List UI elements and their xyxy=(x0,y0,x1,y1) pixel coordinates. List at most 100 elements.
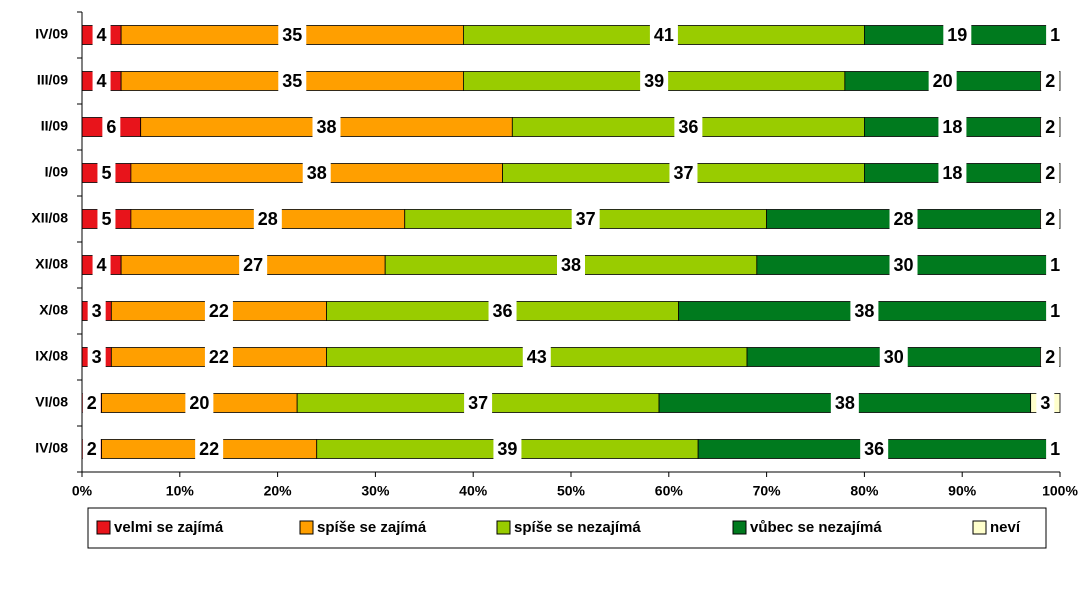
data-label: 38 xyxy=(835,393,855,413)
data-label: 2 xyxy=(1045,117,1055,137)
x-tick-label: 80% xyxy=(850,483,879,499)
data-label: 1 xyxy=(1050,301,1060,321)
data-label-bg xyxy=(669,162,698,184)
x-tick-label: 90% xyxy=(948,483,977,499)
legend-box xyxy=(87,507,1047,549)
category-label: I/09 xyxy=(45,164,69,180)
data-label: 2 xyxy=(87,439,97,459)
legend-label: vůbec se nezajímá xyxy=(750,519,882,536)
data-label-bg xyxy=(1041,162,1060,184)
data-label: 2 xyxy=(1045,347,1055,367)
data-label-bg xyxy=(302,162,331,184)
data-label-bg xyxy=(1046,254,1065,276)
legend-swatch xyxy=(732,520,747,535)
data-label: 20 xyxy=(189,393,209,413)
data-label: 35 xyxy=(282,71,302,91)
data-label-bg xyxy=(522,346,551,368)
data-label-bg xyxy=(92,254,111,276)
data-label-bg xyxy=(830,392,859,414)
data-label-bg xyxy=(87,300,106,322)
data-label: 5 xyxy=(101,209,111,229)
data-label-bg xyxy=(1041,208,1060,230)
legend-label: spíše se nezajímá xyxy=(514,519,641,536)
data-label-bg xyxy=(674,116,703,138)
data-label-bg xyxy=(195,438,224,460)
data-label-bg xyxy=(278,70,307,92)
data-label-bg xyxy=(82,392,101,414)
data-label-bg xyxy=(97,162,116,184)
data-label-bg xyxy=(928,70,957,92)
data-label-bg xyxy=(1046,438,1065,460)
data-label: 35 xyxy=(282,25,302,45)
data-label: 4 xyxy=(97,25,107,45)
data-label: 1 xyxy=(1050,25,1060,45)
data-label: 3 xyxy=(92,347,102,367)
category-label: XII/08 xyxy=(31,210,68,226)
data-label: 6 xyxy=(106,117,116,137)
data-label-bg xyxy=(278,24,307,46)
data-label-bg xyxy=(640,70,669,92)
data-label: 4 xyxy=(97,255,107,275)
x-tick-label: 70% xyxy=(753,483,782,499)
data-label: 38 xyxy=(307,163,327,183)
data-label: 22 xyxy=(209,347,229,367)
category-label: VI/08 xyxy=(35,394,68,410)
data-label-bg xyxy=(938,162,967,184)
data-label: 18 xyxy=(942,117,962,137)
data-label: 30 xyxy=(894,255,914,275)
data-label: 37 xyxy=(468,393,488,413)
data-label: 38 xyxy=(316,117,336,137)
category-label: X/08 xyxy=(39,302,68,318)
x-tick-label: 100% xyxy=(1042,483,1078,499)
x-tick-label: 10% xyxy=(166,483,195,499)
data-label-bg xyxy=(312,116,341,138)
legend-swatch xyxy=(299,520,314,535)
category-label: XI/08 xyxy=(35,256,68,272)
x-tick-label: 40% xyxy=(459,483,488,499)
data-label: 37 xyxy=(576,209,596,229)
data-label: 22 xyxy=(209,301,229,321)
data-label-bg xyxy=(92,24,111,46)
data-label-bg xyxy=(464,392,493,414)
data-label-bg xyxy=(493,438,522,460)
data-label: 2 xyxy=(87,393,97,413)
data-label: 41 xyxy=(654,25,674,45)
legend-label: spíše se zajímá xyxy=(317,519,427,536)
data-label: 28 xyxy=(258,209,278,229)
data-label-bg xyxy=(943,24,972,46)
x-tick-label: 50% xyxy=(557,483,586,499)
data-label: 1 xyxy=(1050,255,1060,275)
data-label: 38 xyxy=(854,301,874,321)
data-label: 4 xyxy=(97,71,107,91)
data-label-bg xyxy=(889,208,918,230)
data-label: 3 xyxy=(92,301,102,321)
data-label-bg xyxy=(1041,70,1060,92)
category-label: IX/08 xyxy=(35,348,68,364)
data-label-bg xyxy=(1046,24,1065,46)
data-label-bg xyxy=(1041,346,1060,368)
x-tick-label: 0% xyxy=(72,483,93,499)
data-label-bg xyxy=(102,116,121,138)
data-label-bg xyxy=(253,208,282,230)
data-label: 2 xyxy=(1045,71,1055,91)
data-label-bg xyxy=(1046,300,1065,322)
legend-swatch xyxy=(496,520,511,535)
data-label: 2 xyxy=(1045,163,1055,183)
data-label: 36 xyxy=(678,117,698,137)
data-label-bg xyxy=(488,300,517,322)
data-label-bg xyxy=(889,254,918,276)
data-label-bg xyxy=(87,346,106,368)
data-label-bg xyxy=(879,346,908,368)
data-label-bg xyxy=(97,208,116,230)
category-label: IV/09 xyxy=(35,26,68,42)
legend-label: velmi se zajímá xyxy=(114,519,224,536)
x-tick-label: 60% xyxy=(655,483,684,499)
data-label: 19 xyxy=(947,25,967,45)
data-label: 18 xyxy=(942,163,962,183)
data-label-bg xyxy=(1041,116,1060,138)
x-tick-label: 20% xyxy=(264,483,293,499)
data-label-bg xyxy=(860,438,889,460)
data-label: 43 xyxy=(527,347,547,367)
data-label-bg xyxy=(938,116,967,138)
